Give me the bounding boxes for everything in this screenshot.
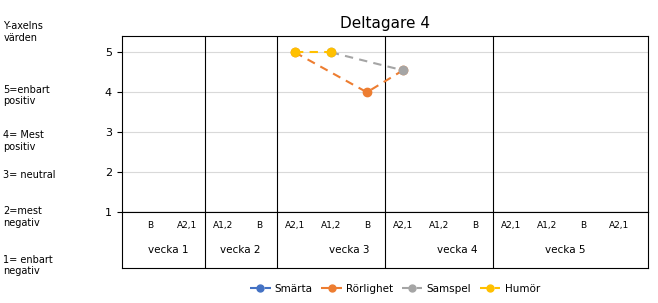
Text: A2,1: A2,1 xyxy=(176,221,197,229)
Text: 3= neutral: 3= neutral xyxy=(3,170,56,180)
Text: A1,2: A1,2 xyxy=(320,221,341,229)
Text: vecka 2: vecka 2 xyxy=(220,245,261,255)
Text: vecka 5: vecka 5 xyxy=(545,245,586,255)
Text: A1,2: A1,2 xyxy=(213,221,233,229)
Title: Deltagare 4: Deltagare 4 xyxy=(340,16,430,31)
Text: A2,1: A2,1 xyxy=(393,221,413,229)
Text: A2,1: A2,1 xyxy=(285,221,305,229)
Text: B: B xyxy=(256,221,262,229)
Text: Y-axelns
värden: Y-axelns värden xyxy=(3,21,43,43)
Text: B: B xyxy=(580,221,586,229)
Text: 4= Mest
positiv: 4= Mest positiv xyxy=(3,130,44,152)
Text: vecka 3: vecka 3 xyxy=(328,245,369,255)
Text: vecka 1: vecka 1 xyxy=(148,245,189,255)
Text: A2,1: A2,1 xyxy=(609,221,630,229)
Text: B: B xyxy=(364,221,370,229)
Text: B: B xyxy=(147,221,153,229)
Text: 2=mest
negativ: 2=mest negativ xyxy=(3,206,42,228)
Text: A1,2: A1,2 xyxy=(537,221,557,229)
Text: A2,1: A2,1 xyxy=(501,221,521,229)
Legend: Smärta, Rörlighet, Samspel, Humör: Smärta, Rörlighet, Samspel, Humör xyxy=(245,279,544,298)
Text: B: B xyxy=(472,221,478,229)
Text: 1= enbart
negativ: 1= enbart negativ xyxy=(3,255,53,276)
Text: 5=enbart
positiv: 5=enbart positiv xyxy=(3,85,50,106)
Text: A1,2: A1,2 xyxy=(429,221,449,229)
Text: vecka 4: vecka 4 xyxy=(437,245,477,255)
